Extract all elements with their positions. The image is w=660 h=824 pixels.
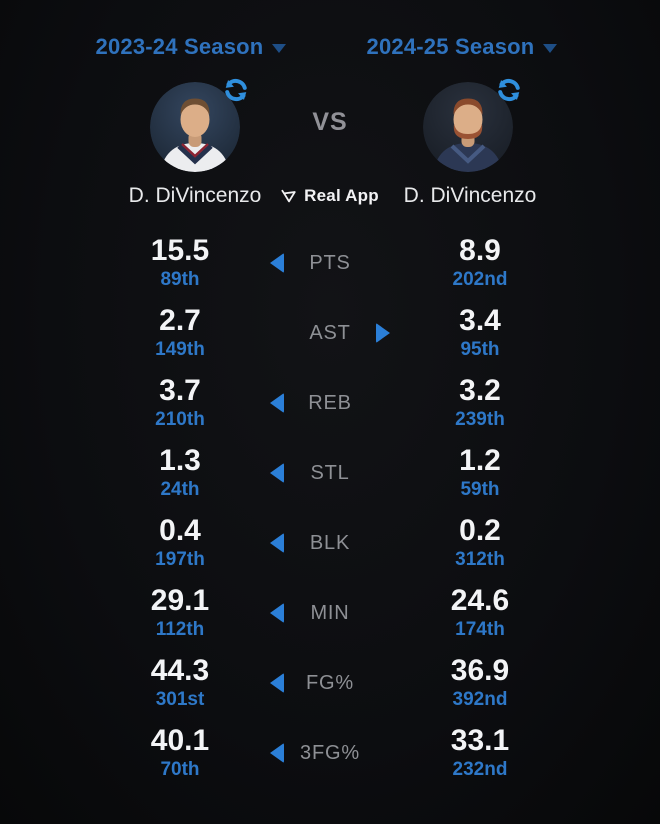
left-stat-rank: 89th bbox=[160, 269, 200, 290]
left-season-dropdown[interactable]: 2023-24 Season bbox=[96, 34, 287, 60]
right-stat-value: 36.9 bbox=[450, 654, 510, 687]
chevron-down-icon bbox=[272, 44, 287, 53]
stat-row-min: 29.1 112th MIN 24.6 174th bbox=[0, 578, 660, 648]
right-player-avatar[interactable] bbox=[423, 82, 513, 172]
left-stat-value: 15.5 bbox=[150, 234, 210, 267]
right-stat-rank: 239th bbox=[455, 409, 505, 430]
right-stat-value: 3.2 bbox=[459, 374, 501, 407]
stat-row-fg-pct: 44.3 301st FG% 36.9 392nd bbox=[0, 648, 660, 718]
leader-arrow-left-icon bbox=[270, 603, 284, 623]
stat-label: AST bbox=[309, 321, 351, 344]
left-stat-rank: 112th bbox=[155, 619, 205, 640]
left-stat-value: 3.7 bbox=[159, 374, 201, 407]
left-stat-value: 29.1 bbox=[150, 584, 210, 617]
right-stat-rank: 202nd bbox=[452, 269, 508, 290]
left-stat-value: 2.7 bbox=[159, 304, 201, 337]
left-stat-value: 40.1 bbox=[150, 724, 210, 757]
stat-row-reb: 3.7 210th REB 3.2 239th bbox=[0, 368, 660, 438]
refresh-icon[interactable] bbox=[222, 76, 250, 104]
right-stat-value: 33.1 bbox=[450, 724, 510, 757]
stat-label: MIN bbox=[310, 601, 350, 624]
right-season-label: 2024-25 Season bbox=[366, 34, 535, 59]
left-stat-value: 1.3 bbox=[159, 444, 201, 477]
left-stat-value: 44.3 bbox=[150, 654, 210, 687]
stat-row-ast: 2.7 149th AST 3.4 95th bbox=[0, 298, 660, 368]
refresh-icon[interactable] bbox=[495, 76, 523, 104]
leader-arrow-left-icon bbox=[270, 253, 284, 273]
stat-row-stl: 1.3 24th STL 1.2 59th bbox=[0, 438, 660, 508]
left-player-avatar[interactable] bbox=[150, 82, 240, 172]
right-stat-rank: 232nd bbox=[452, 759, 508, 780]
right-stat-rank: 312th bbox=[455, 549, 505, 570]
leader-arrow-left-icon bbox=[270, 673, 284, 693]
left-stat-rank: 301st bbox=[155, 689, 205, 710]
left-stat-rank: 70th bbox=[160, 759, 200, 780]
left-stat-rank: 149th bbox=[155, 339, 205, 360]
leader-arrow-left-icon bbox=[270, 393, 284, 413]
players-row: VS bbox=[0, 78, 660, 174]
stat-label: PTS bbox=[309, 251, 351, 274]
leader-arrow-left-icon bbox=[270, 463, 284, 483]
right-stat-value: 8.9 bbox=[459, 234, 501, 267]
brand-watermark: Real App bbox=[250, 186, 410, 206]
stat-row-3fg-pct: 40.1 70th 3FG% 33.1 232nd bbox=[0, 718, 660, 788]
right-stat-rank: 59th bbox=[460, 479, 500, 500]
left-stat-value: 0.4 bbox=[159, 514, 201, 547]
season-selector-row: 2023-24 Season 2024-25 Season bbox=[0, 34, 660, 60]
leader-arrow-left-icon bbox=[270, 743, 284, 763]
stat-row-pts: 15.5 89th PTS 8.9 202nd bbox=[0, 228, 660, 298]
stat-label: REB bbox=[308, 391, 352, 414]
right-stat-rank: 392nd bbox=[452, 689, 508, 710]
brand-logo-icon bbox=[281, 189, 296, 202]
vs-label: VS bbox=[312, 108, 348, 136]
right-stat-value: 24.6 bbox=[450, 584, 510, 617]
right-stat-rank: 95th bbox=[460, 339, 500, 360]
left-player-name: D. DiVincenzo bbox=[128, 184, 262, 207]
right-stat-value: 1.2 bbox=[459, 444, 501, 477]
left-season-label: 2023-24 Season bbox=[95, 34, 264, 59]
stat-label: FG% bbox=[306, 671, 354, 694]
brand-label: Real App bbox=[304, 186, 379, 205]
right-player-name: D. DiVincenzo bbox=[403, 184, 537, 207]
stats-comparison-list: 15.5 89th PTS 8.9 202nd 2.7 149th AST bbox=[0, 228, 660, 788]
names-row: D. DiVincenzo Real App D. DiVincenzo bbox=[0, 184, 660, 210]
right-stat-value: 0.2 bbox=[459, 514, 501, 547]
left-stat-rank: 24th bbox=[160, 479, 200, 500]
right-stat-rank: 174th bbox=[455, 619, 505, 640]
chevron-down-icon bbox=[543, 44, 558, 53]
leader-arrow-right-icon bbox=[376, 323, 390, 343]
leader-arrow-left-icon bbox=[270, 533, 284, 553]
right-season-dropdown[interactable]: 2024-25 Season bbox=[367, 34, 558, 60]
stat-row-blk: 0.4 197th BLK 0.2 312th bbox=[0, 508, 660, 578]
stat-label: 3FG% bbox=[300, 741, 360, 764]
right-stat-value: 3.4 bbox=[459, 304, 501, 337]
left-stat-rank: 210th bbox=[155, 409, 205, 430]
stat-label: STL bbox=[310, 461, 350, 484]
stat-label: BLK bbox=[309, 531, 351, 554]
left-stat-rank: 197th bbox=[155, 549, 205, 570]
